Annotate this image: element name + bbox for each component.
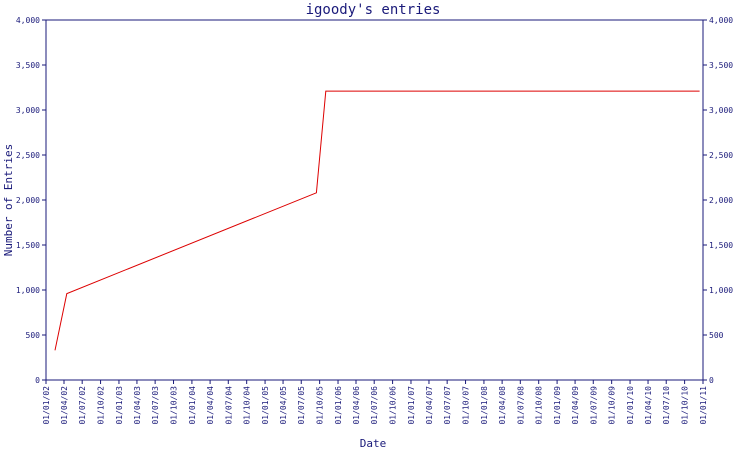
y-tick-label-right: 2,000 <box>709 196 733 205</box>
x-tick-label: 01/01/08 <box>480 386 489 425</box>
x-tick-label: 01/10/03 <box>170 386 179 425</box>
y-tick-label-left: 1,500 <box>16 241 40 250</box>
y-axis-label: Number of Entries <box>2 144 15 257</box>
x-tick-label: 01/10/06 <box>389 386 398 425</box>
x-tick-label: 01/10/07 <box>462 386 471 425</box>
x-tick-label: 01/01/05 <box>261 386 270 425</box>
x-tick-label: 01/07/10 <box>662 386 671 425</box>
y-axis-right: 0 500 1,000 1,500 2,000 2,500 3,000 3,500 4,000 <box>703 16 733 385</box>
x-tick-label: 01/04/09 <box>571 386 580 425</box>
x-tick-label: 01/04/05 <box>279 386 288 425</box>
x-axis: 01/01/02 01/04/02 01/07/02 01/10/02 01/01/03… <box>42 380 708 425</box>
y-tick-label-left: 3,000 <box>16 106 40 115</box>
x-tick-label: 01/01/02 <box>42 386 51 425</box>
x-tick-label: 01/01/06 <box>334 386 343 425</box>
x-tick-label: 01/07/03 <box>151 386 160 425</box>
x-axis-label: Date <box>360 437 387 450</box>
x-tick-label: 01/04/02 <box>60 386 69 425</box>
x-tick-label: 01/10/05 <box>316 386 325 425</box>
y-tick-label-left: 2,000 <box>16 196 40 205</box>
x-tick-label: 01/07/08 <box>516 386 525 425</box>
x-tick-label: 01/01/11 <box>699 386 708 425</box>
x-tick-label: 01/07/09 <box>589 386 598 425</box>
y-tick-label-right: 1,000 <box>709 286 733 295</box>
plot-area: 05001,0001,5002,0002,5003,0003,5004,000 … <box>16 16 733 425</box>
x-tick-label: 01/07/07 <box>443 386 452 425</box>
x-tick-label: 01/10/04 <box>243 386 252 425</box>
y-tick-label-right: 500 <box>709 331 724 340</box>
series-line <box>54 90 700 351</box>
y-tick-label-left: 500 <box>26 331 41 340</box>
x-tick-label: 01/10/08 <box>535 386 544 425</box>
x-tick-label: 01/01/10 <box>626 386 635 425</box>
y-axis-left: 0 500 1,000 1,500 2,000 2,500 3,000 3,500 4,000 <box>16 16 46 385</box>
x-tick-label: 01/04/10 <box>644 386 653 425</box>
y-tick-label-left: 3,500 <box>16 61 40 70</box>
x-tick-label: 01/01/04 <box>188 386 197 425</box>
y-tick-label-right: 2,500 <box>709 151 733 160</box>
x-tick-label: 01/04/04 <box>206 386 215 425</box>
y-tick-label-right: 4,000 <box>709 16 733 25</box>
y-tick-label-right: 1,500 <box>709 241 733 250</box>
x-tick-label: 01/01/03 <box>115 386 124 425</box>
x-tick-label: 01/07/04 <box>224 386 233 425</box>
chart-title: igoody's entries <box>306 2 441 18</box>
y-tick-label-left: 0 <box>35 376 40 385</box>
x-tick-label: 01/07/06 <box>370 386 379 425</box>
x-tick-label: 01/10/09 <box>608 386 617 425</box>
y-tick-label-left: 2,500 <box>16 151 40 160</box>
y-tick-label-right: 3,000 <box>709 106 733 115</box>
x-tick-label: 01/04/07 <box>425 386 434 425</box>
x-tick-label: 01/10/10 <box>681 386 690 425</box>
x-tick-label: 01/04/08 <box>498 386 507 425</box>
x-tick-label: 01/01/07 <box>407 386 416 425</box>
y-tick-label-right: 3,500 <box>709 61 733 70</box>
y-tick-label-left: 1,000 <box>16 286 40 295</box>
x-tick-label: 01/04/06 <box>352 386 361 425</box>
y-tick-label-right: 0 <box>709 376 714 385</box>
plot-frame <box>45 19 704 381</box>
x-tick-label: 01/10/02 <box>97 386 106 425</box>
x-tick-label: 01/04/03 <box>133 386 142 425</box>
y-tick-label-left: 4,000 <box>16 16 40 25</box>
x-tick-label: 01/07/05 <box>297 386 306 425</box>
x-tick-label: 01/01/09 <box>553 386 562 425</box>
x-tick-label: 01/07/02 <box>78 386 87 425</box>
